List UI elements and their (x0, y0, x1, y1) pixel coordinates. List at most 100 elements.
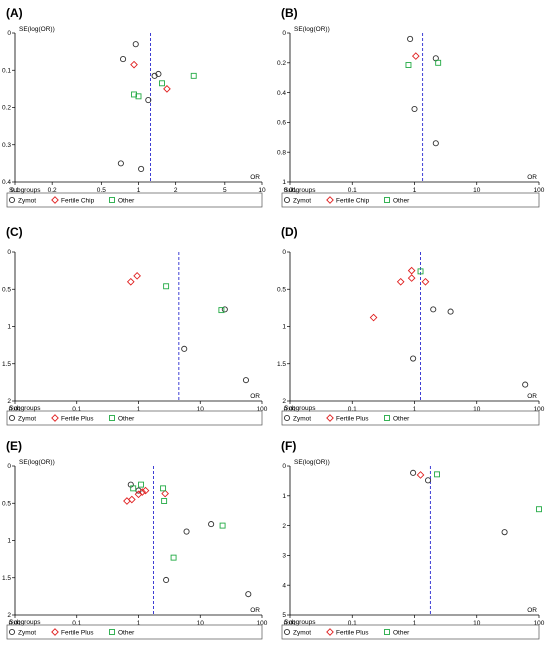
y-tick-label: 5 (282, 612, 286, 619)
data-point-zymot (183, 528, 190, 535)
legend-box (281, 624, 540, 640)
legend-marker-fertile-chip (326, 196, 334, 204)
legend-label: Other (118, 197, 135, 204)
y-tick-label: 0 (7, 30, 11, 37)
x-tick-label: 0.1 (72, 406, 81, 413)
y-tick-label: 0.4 (2, 179, 11, 186)
data-point-zymot (430, 306, 437, 313)
x-tick-label: 100 (257, 406, 268, 413)
legend-label: Fertile Plus (61, 629, 94, 636)
data-point-zymot (447, 308, 454, 315)
y-tick-label: 1 (282, 493, 286, 500)
panel-label: (F) (281, 439, 296, 453)
legend-box (281, 410, 540, 426)
data-point-fertile-plus (407, 274, 416, 282)
data-point-other (219, 522, 226, 529)
legend-label: Fertile Chip (336, 197, 370, 204)
x-axis-title: OR (527, 607, 537, 614)
x-axis-title: OR (527, 174, 537, 181)
data-point-other (417, 268, 424, 275)
data-point-zymot (410, 469, 417, 476)
x-tick-label: 10 (473, 187, 481, 194)
y-tick-label: 0.5 (2, 500, 11, 507)
funnel-plot-panel: (C) 0 0.5 1 1.5 20.01 0.1 1 10 100 OR Subgroups Zymo… (2, 225, 268, 426)
data-point-fertile-plus (128, 495, 136, 504)
x-tick-label: 1 (413, 620, 417, 627)
legend-marker-zymot (283, 628, 291, 636)
data-point-zymot (221, 306, 228, 313)
x-tick-label: 0.01 (9, 406, 22, 413)
y-tick-label: 0.3 (2, 142, 11, 149)
data-point-other (160, 485, 167, 492)
y-tick-label: 0.6 (277, 120, 286, 127)
y-tick-label: 0.5 (2, 286, 11, 293)
data-point-zymot (117, 160, 124, 167)
legend-label: Fertile Chip (61, 197, 95, 204)
y-tick-label: 0 (282, 30, 286, 37)
y-tick-label: 2 (282, 398, 286, 405)
legend-marker-other (384, 415, 390, 421)
data-point-other (536, 506, 542, 513)
y-tick-label: 0 (7, 249, 11, 256)
y-tick-label: 0.2 (277, 60, 286, 67)
y-tick-label: 0.8 (277, 149, 286, 156)
y-tick-label: 2 (282, 523, 286, 530)
data-point-fertile-plus (407, 266, 416, 275)
data-point-fertile-plus (396, 277, 405, 286)
data-point-zymot (242, 377, 250, 384)
y-tick-label: 0.2 (2, 105, 11, 112)
data-point-zymot (155, 70, 162, 78)
panel-label: (C) (6, 225, 23, 239)
legend-box (6, 192, 263, 208)
x-tick-label: 100 (534, 187, 545, 194)
legend-marker-other (384, 629, 390, 635)
y-axis-title: SE(log(OR)) (19, 26, 55, 33)
data-point-zymot (407, 35, 414, 43)
y-tick-label: 1.5 (2, 361, 11, 368)
y-axis-title: SE(log(OR)) (294, 26, 330, 33)
legend-title: Subgroups (284, 187, 316, 194)
legend-marker-fertile-plus (326, 414, 334, 422)
x-tick-label: 0.1 (72, 620, 81, 627)
funnel-plot-panel: (E) SE(log(OR)) 0 0.5 1 1.5 20.01 0.1 1 10 100 OR Su… (2, 439, 268, 640)
data-point-other (435, 59, 442, 66)
data-point-zymot (522, 381, 529, 388)
data-point-other (138, 481, 145, 488)
legend-marker-fertile-chip (51, 196, 59, 204)
legend-title: Subgroups (284, 405, 316, 412)
y-tick-label: 1.5 (277, 361, 286, 368)
legend-label: Zymot (293, 197, 311, 204)
legend-label: Other (393, 197, 410, 204)
legend-marker-other (109, 415, 115, 421)
x-tick-label: 2 (174, 187, 178, 194)
panel-label: (D) (281, 225, 298, 239)
y-tick-label: 0 (282, 249, 286, 256)
x-tick-label: 10 (197, 406, 205, 413)
x-tick-label: 0.01 (284, 620, 297, 627)
data-point-other (163, 283, 170, 290)
data-point-zymot (410, 355, 417, 362)
y-tick-label: 0.5 (277, 286, 286, 293)
data-point-zymot (181, 345, 188, 352)
y-tick-label: 0 (7, 463, 11, 470)
x-tick-label: 10 (473, 406, 481, 413)
legend-label: Other (393, 629, 410, 636)
legend-label: Other (118, 415, 135, 422)
data-point-other (161, 498, 168, 504)
data-point-fertile-chip (163, 85, 171, 93)
x-tick-label: 0.1 (348, 187, 357, 194)
panel-label: (B) (281, 6, 298, 20)
data-point-zymot (120, 56, 127, 63)
x-tick-label: 1 (413, 187, 417, 194)
legend-box (6, 624, 263, 640)
x-tick-label: 10 (258, 187, 266, 194)
panel-label: (E) (6, 439, 22, 453)
legend-label: Zymot (18, 415, 36, 422)
legend-label: Fertile Plus (336, 629, 369, 636)
panel-label: (A) (6, 6, 23, 20)
x-tick-label: 0.5 (97, 187, 106, 194)
legend-box (6, 410, 263, 426)
data-point-other (434, 471, 440, 478)
data-point-fertile-plus (126, 277, 135, 286)
